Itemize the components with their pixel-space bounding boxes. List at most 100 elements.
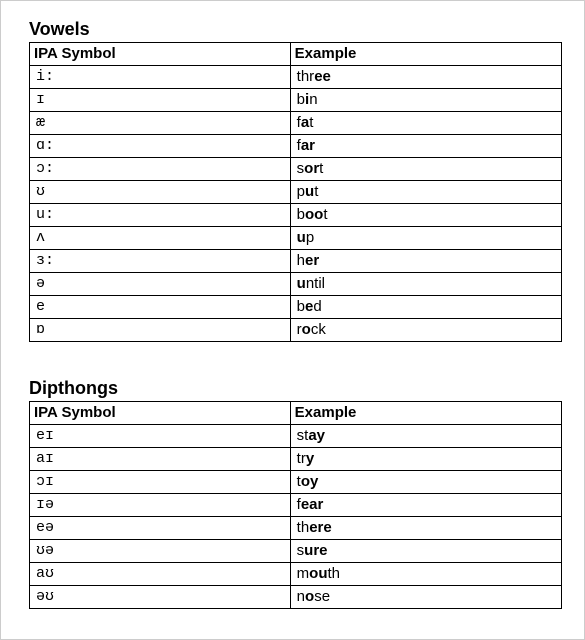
example-cell: fear xyxy=(290,494,561,517)
table-row: u:boot xyxy=(30,204,562,227)
ipa-symbol-cell: aɪ xyxy=(30,448,291,471)
example-cell: her xyxy=(290,250,561,273)
example-bold: u xyxy=(297,275,306,292)
example-cell: bed xyxy=(290,296,561,319)
example-bold: y xyxy=(306,450,314,467)
example-bold: ere xyxy=(309,519,332,536)
ipa-symbol-cell: eɪ xyxy=(30,425,291,448)
table-row: eəthere xyxy=(30,517,562,540)
example-post: d xyxy=(313,298,321,315)
example-bold: u xyxy=(305,183,314,200)
example-post: t xyxy=(323,206,327,223)
example-cell: far xyxy=(290,135,561,158)
example-bold: ay xyxy=(308,427,325,444)
ipa-symbol-cell: eə xyxy=(30,517,291,540)
table-row: ɜ:her xyxy=(30,250,562,273)
table-row: aɪtry xyxy=(30,448,562,471)
example-pre: tr xyxy=(297,450,306,467)
example-post: ck xyxy=(311,321,326,338)
table-row: ʊput xyxy=(30,181,562,204)
example-cell: bin xyxy=(290,89,561,112)
example-bold: o xyxy=(305,588,314,605)
example-cell: stay xyxy=(290,425,561,448)
ipa-symbol-cell: ɔɪ xyxy=(30,471,291,494)
example-post: t xyxy=(319,160,323,177)
header-example: Example xyxy=(290,402,561,425)
table-row: ɔ:sort xyxy=(30,158,562,181)
table-row: əuntil xyxy=(30,273,562,296)
example-post: p xyxy=(306,229,314,246)
example-bold: oo xyxy=(305,206,323,223)
table-row: ʌup xyxy=(30,227,562,250)
example-pre: m xyxy=(297,565,310,582)
example-cell: mouth xyxy=(290,563,561,586)
vowels-header-row: IPA Symbol Example xyxy=(30,43,562,66)
example-cell: up xyxy=(290,227,561,250)
example-post: th xyxy=(328,565,341,582)
table-row: ebed xyxy=(30,296,562,319)
example-pre: n xyxy=(297,588,305,605)
table-row: ɪbin xyxy=(30,89,562,112)
header-symbol: IPA Symbol xyxy=(30,402,291,425)
example-bold: ear xyxy=(301,496,324,513)
dipthongs-header-row: IPA Symbol Example xyxy=(30,402,562,425)
ipa-symbol-cell: ʌ xyxy=(30,227,291,250)
table-row: aʊmouth xyxy=(30,563,562,586)
example-pre: st xyxy=(297,427,309,444)
example-post: t xyxy=(309,114,313,131)
table-row: eɪstay xyxy=(30,425,562,448)
example-post: se xyxy=(314,588,330,605)
ipa-symbol-cell: əʊ xyxy=(30,586,291,609)
ipa-symbol-cell: i: xyxy=(30,66,291,89)
example-bold: oy xyxy=(301,473,319,490)
example-bold: o xyxy=(302,321,311,338)
table-row: ʊəsure xyxy=(30,540,562,563)
example-pre: thr xyxy=(297,68,315,85)
ipa-symbol-cell: ə xyxy=(30,273,291,296)
ipa-symbol-cell: ɔ: xyxy=(30,158,291,181)
example-cell: rock xyxy=(290,319,561,342)
ipa-symbol-cell: ɑ: xyxy=(30,135,291,158)
header-example: Example xyxy=(290,43,561,66)
ipa-symbol-cell: ɪ xyxy=(30,89,291,112)
ipa-symbol-cell: ɪə xyxy=(30,494,291,517)
example-pre: b xyxy=(297,91,305,108)
example-cell: fat xyxy=(290,112,561,135)
example-post: n xyxy=(309,91,317,108)
dipthongs-table: IPA Symbol Example eɪstayaɪtryɔɪtoyɪəfea… xyxy=(29,401,562,609)
table-row: əʊnose xyxy=(30,586,562,609)
example-post: t xyxy=(314,183,318,200)
example-pre: b xyxy=(297,298,305,315)
ipa-symbol-cell: æ xyxy=(30,112,291,135)
example-pre: h xyxy=(297,252,305,269)
example-pre: b xyxy=(297,206,305,223)
ipa-symbol-cell: e xyxy=(30,296,291,319)
example-cell: sure xyxy=(290,540,561,563)
example-bold: or xyxy=(304,160,319,177)
ipa-symbol-cell: ʊə xyxy=(30,540,291,563)
example-bold: u xyxy=(297,229,306,246)
example-cell: there xyxy=(290,517,561,540)
example-bold: ar xyxy=(301,137,315,154)
example-bold: ure xyxy=(304,542,327,559)
example-bold: er xyxy=(305,252,319,269)
example-cell: nose xyxy=(290,586,561,609)
example-pre: th xyxy=(297,519,310,536)
ipa-symbol-cell: ʊ xyxy=(30,181,291,204)
ipa-symbol-cell: ɒ xyxy=(30,319,291,342)
example-cell: until xyxy=(290,273,561,296)
table-row: ɑ:far xyxy=(30,135,562,158)
example-cell: toy xyxy=(290,471,561,494)
table-row: ɪəfear xyxy=(30,494,562,517)
example-post: ntil xyxy=(306,275,325,292)
ipa-symbol-cell: ɜ: xyxy=(30,250,291,273)
example-cell: boot xyxy=(290,204,561,227)
vowels-title: Vowels xyxy=(29,19,562,40)
dipthongs-title: Dipthongs xyxy=(29,378,562,399)
table-row: ɔɪtoy xyxy=(30,471,562,494)
example-cell: put xyxy=(290,181,561,204)
header-symbol: IPA Symbol xyxy=(30,43,291,66)
example-cell: try xyxy=(290,448,561,471)
example-pre: p xyxy=(297,183,305,200)
example-bold: ou xyxy=(309,565,327,582)
